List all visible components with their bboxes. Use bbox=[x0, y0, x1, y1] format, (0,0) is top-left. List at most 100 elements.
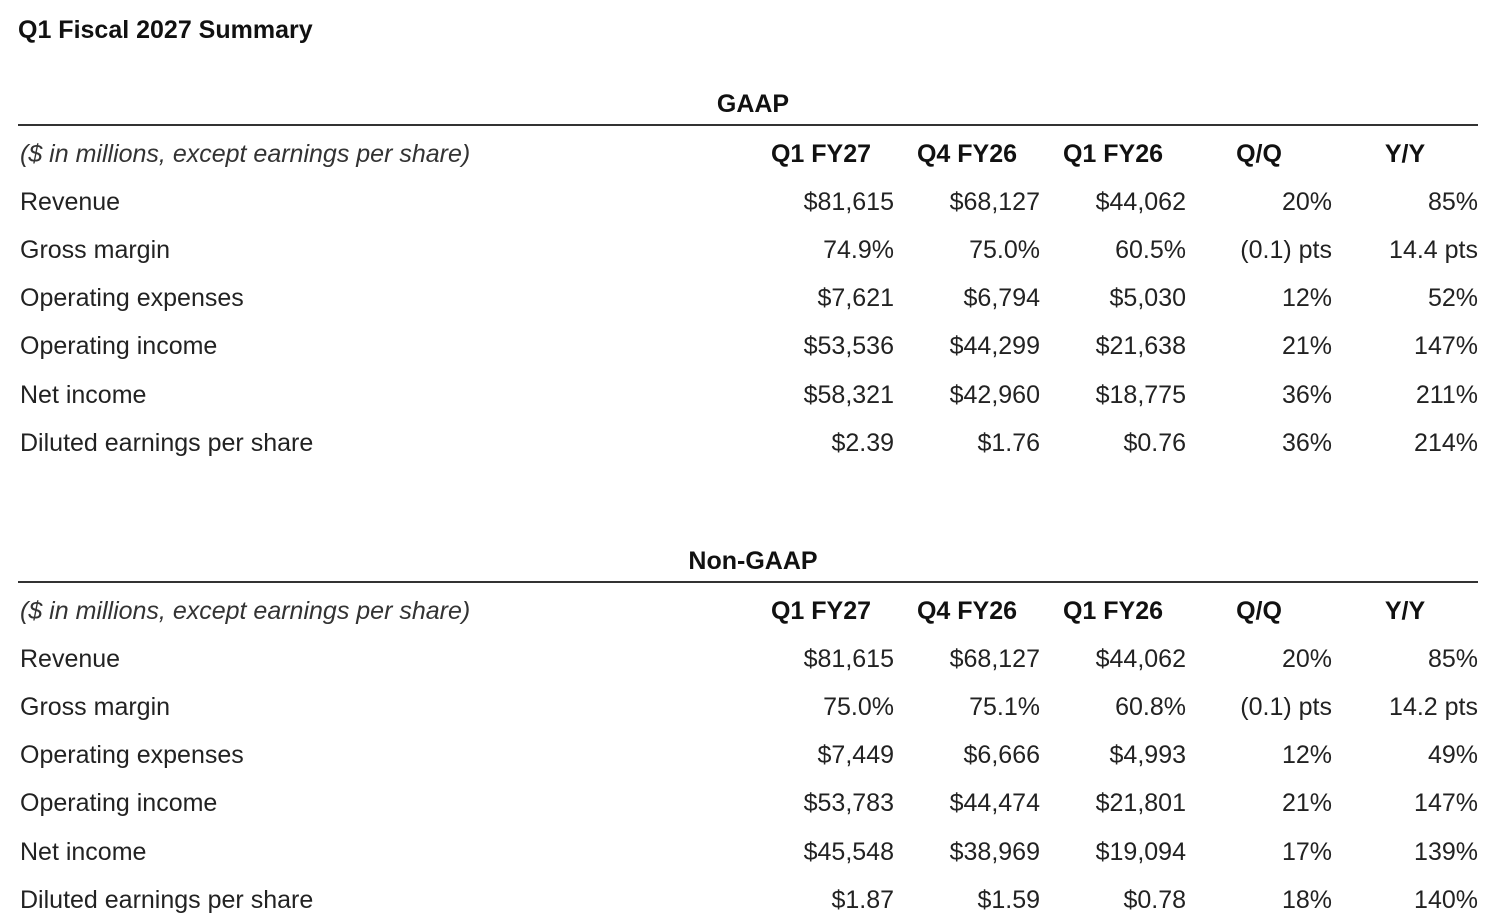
table-cell: 74.9% bbox=[823, 235, 894, 264]
table-cell: $68,127 bbox=[949, 644, 1040, 673]
table-cell: $44,299 bbox=[949, 332, 1040, 361]
table-row: Operating expenses $7,621 $6,794 $5,030 … bbox=[18, 275, 1478, 323]
table-cell: 75.0% bbox=[969, 235, 1040, 264]
column-header: Q1 FY26 bbox=[1062, 596, 1164, 625]
table-row: Diluted earnings per share $1.87 $1.59 $… bbox=[18, 876, 1478, 924]
table-cell: 17% bbox=[1281, 837, 1332, 866]
table-cell: (0.1) pts bbox=[1240, 235, 1332, 264]
row-label: Operating income bbox=[20, 789, 218, 818]
table-cell: 147% bbox=[1414, 789, 1478, 818]
table-cell: 140% bbox=[1414, 885, 1478, 914]
table-row: Gross margin 75.0% 75.1% 60.8% (0.1) pts… bbox=[18, 683, 1478, 731]
table-cell: $68,127 bbox=[949, 187, 1040, 216]
table-cell: $7,621 bbox=[817, 284, 894, 313]
row-label: Diluted earnings per share bbox=[20, 428, 314, 457]
table-cell: 214% bbox=[1414, 428, 1478, 457]
table-cell: $4,993 bbox=[1109, 741, 1186, 770]
table-cell: 85% bbox=[1427, 644, 1478, 673]
table-cell: $42,960 bbox=[949, 380, 1040, 409]
row-label: Gross margin bbox=[20, 235, 171, 264]
table-cell: $81,615 bbox=[803, 644, 894, 673]
section-heading: GAAP bbox=[716, 90, 790, 118]
table-cell: 12% bbox=[1281, 284, 1332, 313]
table-row: Net income $58,321 $42,960 $18,775 36% 2… bbox=[18, 371, 1478, 419]
table-cell: $1.87 bbox=[831, 885, 894, 914]
table-cell: 14.4 pts bbox=[1389, 235, 1478, 264]
table-cell: 36% bbox=[1281, 428, 1332, 457]
section-divider bbox=[18, 124, 1478, 126]
row-label: Revenue bbox=[20, 644, 121, 673]
row-label: Net income bbox=[20, 380, 147, 409]
table-cell: 20% bbox=[1281, 187, 1332, 216]
table-cell: $19,094 bbox=[1095, 837, 1186, 866]
table-cell: $18,775 bbox=[1095, 380, 1186, 409]
column-header: Q1 FY27 bbox=[770, 139, 872, 168]
table-cell: 75.1% bbox=[969, 692, 1040, 721]
table-cell: 20% bbox=[1281, 644, 1332, 673]
units-label: ($ in millions, except earnings per shar… bbox=[20, 596, 471, 625]
table-cell: $58,321 bbox=[803, 380, 894, 409]
table-cell: $1.76 bbox=[977, 428, 1040, 457]
section-divider bbox=[18, 581, 1478, 583]
row-label: Revenue bbox=[20, 187, 121, 216]
table-cell: 12% bbox=[1281, 741, 1332, 770]
column-header: Q4 FY26 bbox=[916, 139, 1018, 168]
non-gaap-table: ($ in millions, except earnings per shar… bbox=[18, 587, 1478, 924]
table-cell: $6,794 bbox=[963, 284, 1040, 313]
table-cell: $45,548 bbox=[803, 837, 894, 866]
table-row: Revenue $81,615 $68,127 $44,062 20% 85% bbox=[18, 635, 1478, 683]
row-label: Operating expenses bbox=[20, 741, 244, 770]
table-cell: $0.78 bbox=[1123, 885, 1186, 914]
table-cell: 85% bbox=[1427, 187, 1478, 216]
table-cell: 21% bbox=[1281, 789, 1332, 818]
row-label: Net income bbox=[20, 837, 147, 866]
column-header: Y/Y bbox=[1384, 139, 1426, 168]
table-cell: $81,615 bbox=[803, 187, 894, 216]
non-gaap-section: Non-GAAP ($ in millions, except earnings… bbox=[18, 545, 1478, 924]
table-row: Operating income $53,536 $44,299 $21,638… bbox=[18, 323, 1478, 371]
table-cell: 139% bbox=[1414, 837, 1478, 866]
table-cell: $38,969 bbox=[949, 837, 1040, 866]
table-cell: (0.1) pts bbox=[1240, 692, 1332, 721]
table-row: Operating income $53,783 $44,474 $21,801… bbox=[18, 780, 1478, 828]
table-cell: $0.76 bbox=[1123, 428, 1186, 457]
column-header: Q/Q bbox=[1236, 139, 1282, 168]
table-cell: $21,638 bbox=[1095, 332, 1186, 361]
table-cell: $7,449 bbox=[817, 741, 894, 770]
column-header: Q1 FY26 bbox=[1062, 139, 1164, 168]
column-header: Q1 FY27 bbox=[770, 596, 872, 625]
table-cell: $44,062 bbox=[1095, 187, 1186, 216]
table-cell: $2.39 bbox=[831, 428, 894, 457]
table-cell: $5,030 bbox=[1109, 284, 1186, 313]
table-cell: 14.2 pts bbox=[1389, 692, 1478, 721]
table-header-row: ($ in millions, except earnings per shar… bbox=[18, 587, 1478, 635]
row-label: Operating expenses bbox=[20, 284, 244, 313]
table-cell: 36% bbox=[1281, 380, 1332, 409]
table-cell: $53,536 bbox=[803, 332, 894, 361]
page-title: Q1 Fiscal 2027 Summary bbox=[18, 16, 313, 44]
column-header: Q4 FY26 bbox=[916, 596, 1018, 625]
table-row: Diluted earnings per share $2.39 $1.76 $… bbox=[18, 419, 1478, 467]
table-cell: 52% bbox=[1427, 284, 1478, 313]
table-row: Net income $45,548 $38,969 $19,094 17% 1… bbox=[18, 828, 1478, 876]
table-cell: 21% bbox=[1281, 332, 1332, 361]
table-cell: 147% bbox=[1414, 332, 1478, 361]
table-cell: 75.0% bbox=[823, 692, 894, 721]
table-cell: 211% bbox=[1415, 380, 1478, 409]
table-cell: 49% bbox=[1427, 741, 1478, 770]
gaap-table: ($ in millions, except earnings per shar… bbox=[18, 130, 1478, 467]
table-cell: 60.5% bbox=[1115, 235, 1186, 264]
gaap-section: GAAP ($ in millions, except earnings per… bbox=[18, 88, 1478, 467]
units-label: ($ in millions, except earnings per shar… bbox=[20, 139, 471, 168]
row-label: Gross margin bbox=[20, 692, 171, 721]
table-cell: $53,783 bbox=[803, 789, 894, 818]
column-header: Y/Y bbox=[1384, 596, 1426, 625]
column-header: Q/Q bbox=[1236, 596, 1282, 625]
table-row: Revenue $81,615 $68,127 $44,062 20% 85% bbox=[18, 178, 1478, 226]
table-row: Operating expenses $7,449 $6,666 $4,993 … bbox=[18, 732, 1478, 780]
table-cell: $44,062 bbox=[1095, 644, 1186, 673]
table-cell: $6,666 bbox=[963, 741, 1040, 770]
table-header-row: ($ in millions, except earnings per shar… bbox=[18, 130, 1478, 178]
table-cell: $21,801 bbox=[1095, 789, 1186, 818]
row-label: Operating income bbox=[20, 332, 218, 361]
